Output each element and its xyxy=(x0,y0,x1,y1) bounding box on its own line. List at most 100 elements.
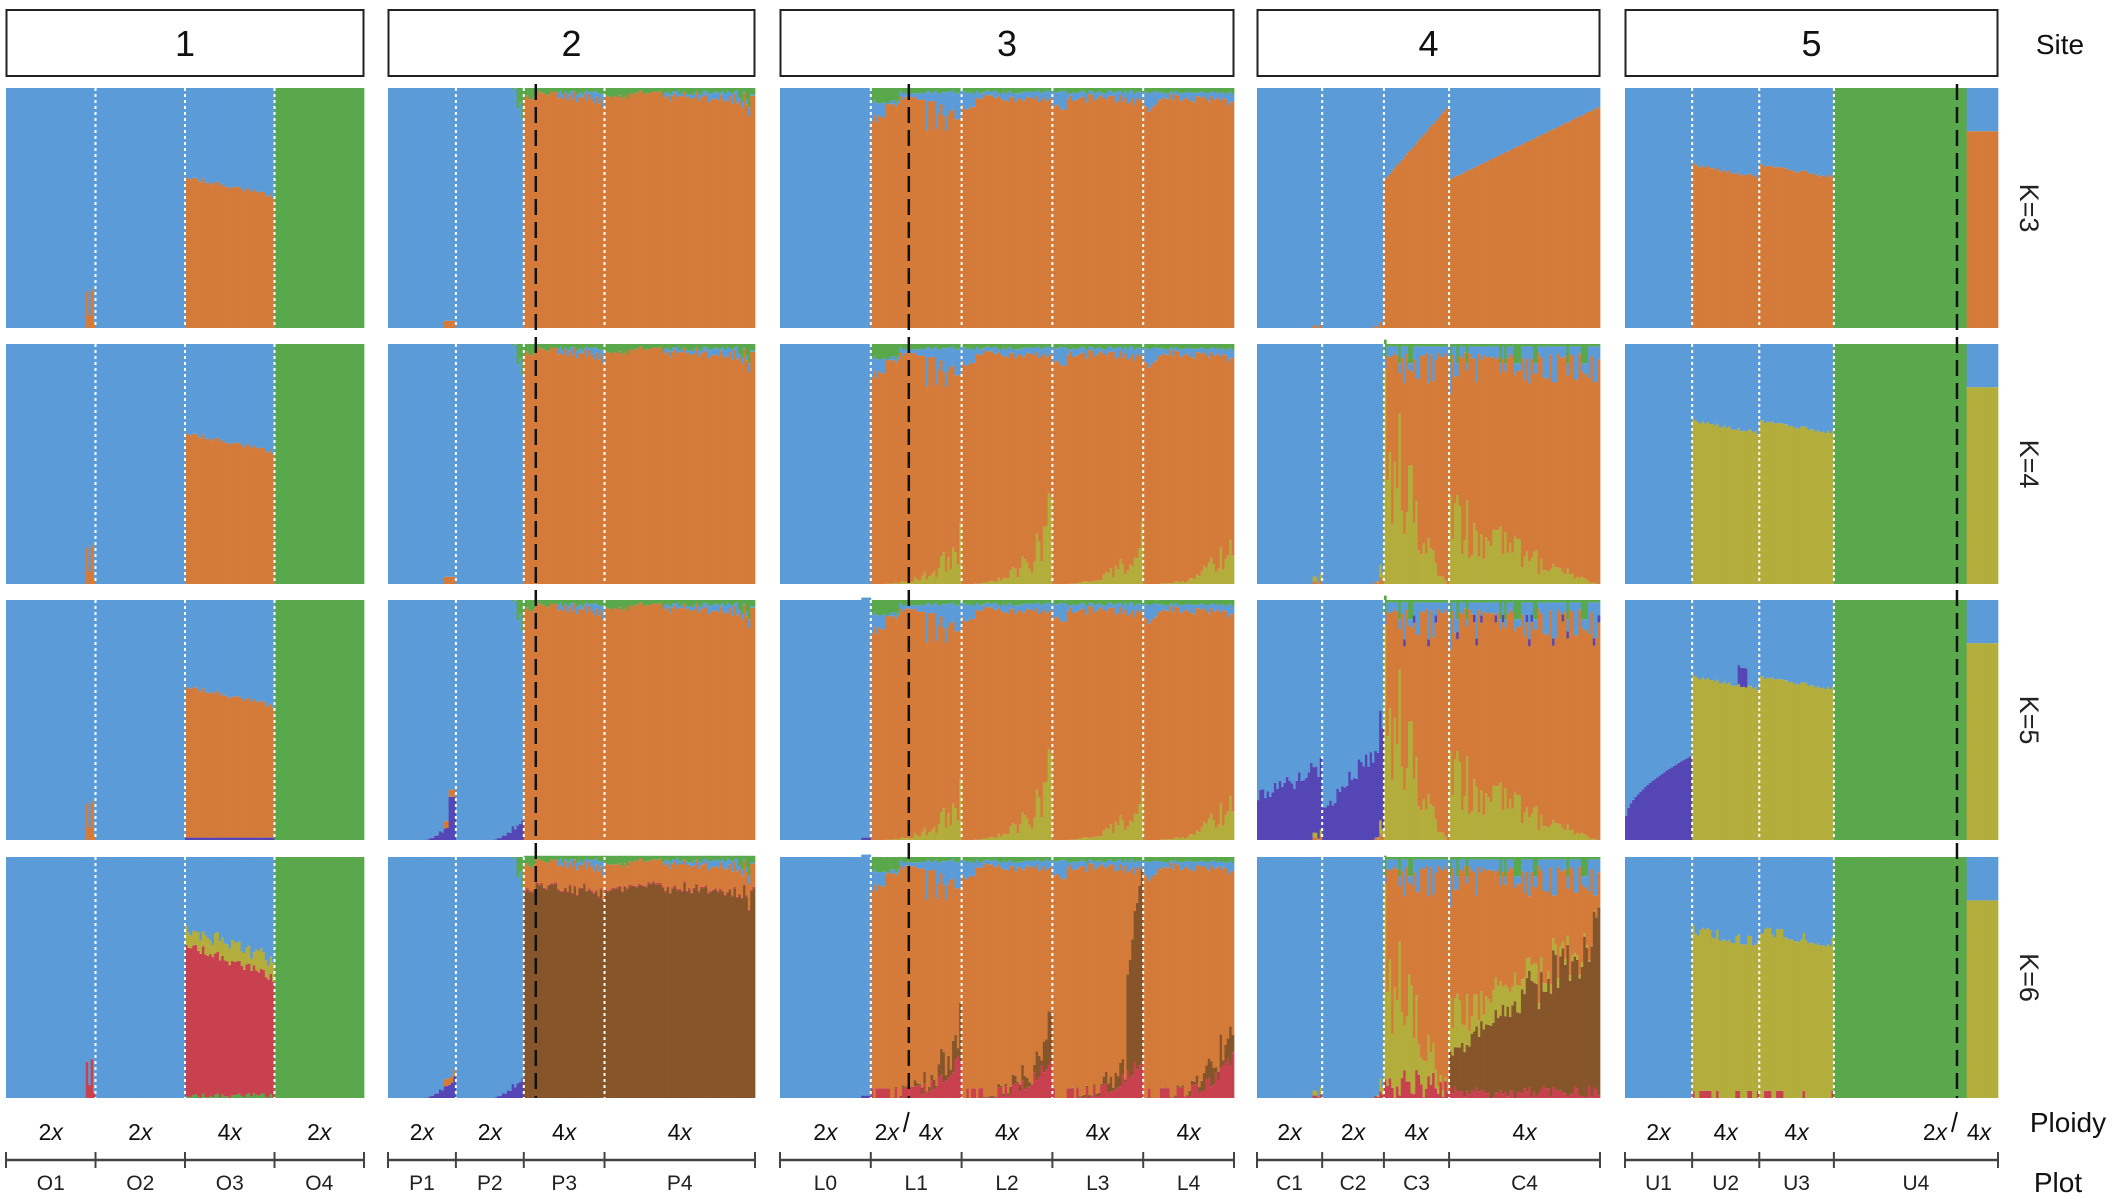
membership-segment xyxy=(978,867,982,1089)
membership-segment xyxy=(448,88,452,321)
membership-segment xyxy=(18,600,21,840)
membership-segment xyxy=(1198,865,1201,1088)
membership-segment xyxy=(573,91,577,328)
membership-segment xyxy=(947,883,950,1056)
membership-segment xyxy=(930,605,934,613)
membership-segment xyxy=(723,869,727,895)
membership-segment xyxy=(925,1091,929,1093)
membership-segment xyxy=(899,837,903,840)
membership-segment xyxy=(1198,604,1201,609)
membership-segment xyxy=(206,938,210,956)
membership-segment xyxy=(1047,600,1051,605)
membership-segment xyxy=(13,88,17,328)
membership-segment xyxy=(547,88,551,96)
membership-segment xyxy=(918,349,922,357)
membership-segment xyxy=(875,872,879,892)
membership-segment xyxy=(889,869,893,874)
membership-segment xyxy=(911,600,915,606)
membership-segment xyxy=(923,344,927,350)
membership-segment xyxy=(983,582,986,584)
membership-segment xyxy=(935,857,939,860)
membership-segment xyxy=(402,600,406,840)
membership-segment xyxy=(690,600,694,607)
membership-segment xyxy=(580,855,584,863)
membership-segment xyxy=(714,888,718,890)
membership-segment xyxy=(446,320,449,328)
membership-segment xyxy=(738,344,742,355)
membership-segment xyxy=(1188,612,1192,835)
membership-segment xyxy=(1219,356,1223,548)
membership-segment xyxy=(514,88,517,328)
membership-segment xyxy=(690,98,694,329)
membership-segment xyxy=(707,88,710,94)
membership-segment xyxy=(281,600,285,840)
membership-segment xyxy=(20,344,24,584)
membership-segment xyxy=(392,600,396,840)
membership-segment xyxy=(664,865,667,891)
membership-segment xyxy=(750,350,753,352)
membership-segment xyxy=(664,609,667,840)
membership-segment xyxy=(916,93,919,100)
membership-segment xyxy=(327,344,331,584)
membership-segment xyxy=(424,88,428,328)
membership-segment xyxy=(716,612,720,840)
membership-segment xyxy=(959,778,962,840)
membership-segment xyxy=(1083,866,1087,1095)
membership-segment xyxy=(1107,865,1111,1084)
membership-segment xyxy=(344,600,348,840)
membership-segment xyxy=(983,94,986,328)
membership-segment xyxy=(71,344,75,584)
membership-segment xyxy=(875,344,879,360)
membership-segment xyxy=(1147,349,1151,368)
membership-segment xyxy=(1138,344,1142,348)
membership-segment xyxy=(1093,101,1096,328)
membership-segment xyxy=(1319,88,1323,325)
membership-segment xyxy=(451,1075,454,1083)
membership-segment xyxy=(303,88,307,328)
membership-segment xyxy=(637,347,641,584)
membership-segment xyxy=(1119,863,1123,1063)
membership-segment xyxy=(1124,865,1127,1080)
membership-segment xyxy=(935,600,939,603)
membership-segment xyxy=(609,889,613,891)
membership-segment xyxy=(1104,827,1108,840)
membership-segment xyxy=(992,602,996,610)
membership-segment xyxy=(1162,866,1166,1088)
membership-segment xyxy=(499,838,503,840)
membership-segment xyxy=(645,887,648,1098)
membership-segment xyxy=(1229,860,1232,872)
membership-segment xyxy=(165,600,169,840)
membership-segment xyxy=(657,91,660,329)
membership-segment xyxy=(623,885,627,887)
membership-segment xyxy=(1002,612,1005,835)
membership-segment xyxy=(1176,857,1180,862)
membership-segment xyxy=(661,606,665,840)
membership-segment xyxy=(506,1090,510,1098)
membership-segment xyxy=(595,891,598,1098)
membership-segment xyxy=(973,857,977,863)
membership-segment xyxy=(1147,111,1151,328)
membership-segment xyxy=(1226,1059,1230,1098)
membership-segment xyxy=(935,129,939,328)
membership-segment xyxy=(1052,1088,1056,1098)
membership-segment xyxy=(678,855,682,862)
membership-segment xyxy=(542,889,546,1098)
membership-segment xyxy=(240,699,244,838)
membership-segment xyxy=(1214,349,1218,355)
membership-segment xyxy=(545,855,548,863)
membership-segment xyxy=(733,888,737,1098)
membership-segment xyxy=(733,349,737,584)
membership-segment xyxy=(250,958,254,971)
membership-segment xyxy=(223,344,227,443)
membership-segment xyxy=(649,884,653,1098)
membership-segment xyxy=(1195,344,1199,350)
membership-segment xyxy=(1040,93,1044,100)
membership-segment xyxy=(923,869,927,1072)
membership-segment xyxy=(904,605,907,609)
membership-segment xyxy=(1128,959,1132,1078)
membership-segment xyxy=(1126,349,1130,360)
membership-segment xyxy=(42,344,46,584)
membership-segment xyxy=(388,88,391,328)
membership-segment xyxy=(1183,354,1187,583)
membership-segment xyxy=(1104,611,1108,828)
